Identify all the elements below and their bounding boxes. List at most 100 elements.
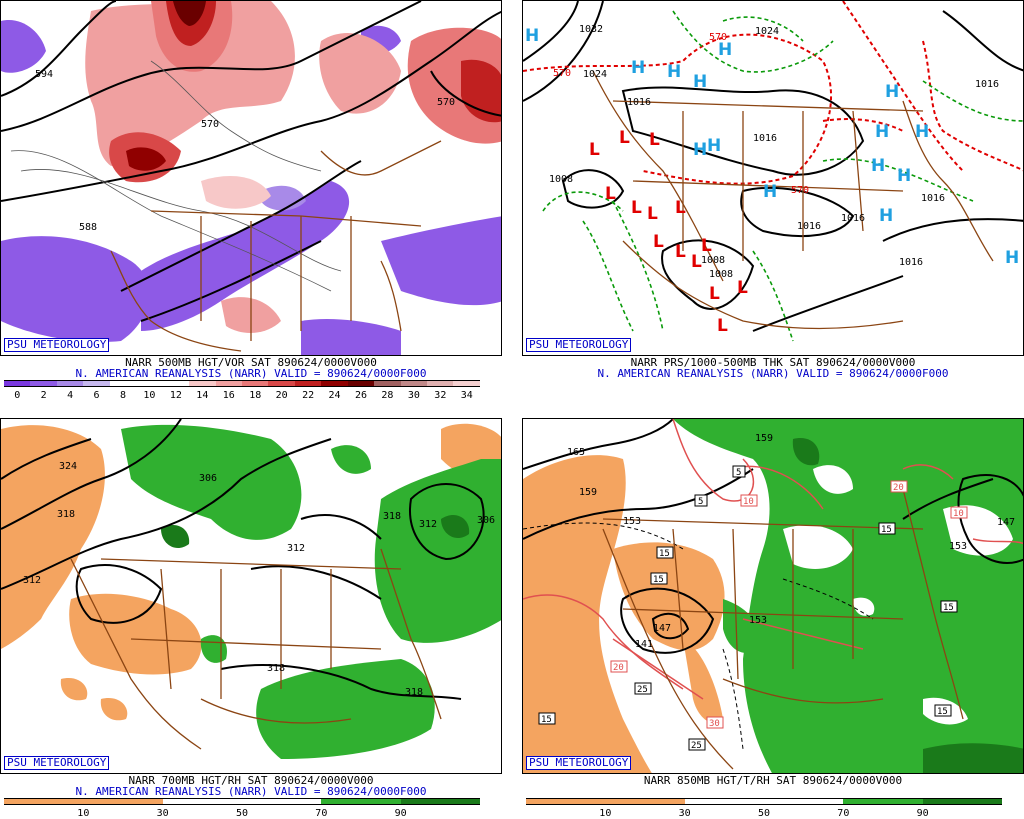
- map-850mb: 165 159 153 141 147 153 159 153 147 5 5 …: [522, 418, 1024, 774]
- colorbar-segment: [56, 380, 84, 387]
- panel-pressure-thickness: H H H H H H H H H H H H H H H L L L L L: [522, 0, 1024, 400]
- caption-product: NARR PRS/1000-500MB THK SAT 890624/0000V…: [630, 356, 916, 369]
- low-pressure-icon: L: [691, 252, 702, 272]
- temp-box-label: 15: [538, 712, 556, 725]
- colorbar-tick-label: 20: [275, 390, 288, 401]
- high-pressure-icon: H: [667, 62, 681, 82]
- contour-label: 594: [35, 69, 53, 80]
- high-pressure-icon: H: [718, 40, 732, 60]
- colorbar-segment: [109, 380, 137, 387]
- svg-text:20: 20: [613, 663, 624, 673]
- caption-valid-time: N. AMERICAN REANALYSIS (NARR) VALID = 89…: [75, 367, 427, 380]
- colorbar-tick-label: 2: [40, 390, 47, 401]
- low-pressure-icon: L: [675, 242, 686, 262]
- colorbar-segment: [347, 380, 375, 387]
- svg-text:25: 25: [637, 685, 648, 695]
- colorbar-tick-label: 22: [302, 390, 315, 401]
- colorbar-segment: [321, 380, 348, 387]
- colorbar-tick-label: 30: [678, 808, 691, 819]
- colorbar-segment: [294, 380, 322, 387]
- colorbar-tick-label: 0: [14, 390, 21, 401]
- colorbar-segment: [400, 380, 427, 387]
- contour-label: 318: [267, 663, 285, 674]
- colorbar-segment: [189, 380, 216, 387]
- isobar-label: 1024: [583, 69, 607, 80]
- svg-text:5: 5: [736, 468, 741, 478]
- svg-text:30: 30: [709, 719, 720, 729]
- colorbar-tick-label: 14: [196, 390, 209, 401]
- caption-product: NARR 500MB HGT/VOR SAT 890624/0000V000: [125, 356, 377, 369]
- colorbar-tick-label: 16: [222, 390, 235, 401]
- panel-700mb-rh: 324 318 312 306 318 312 306 312 318 318 …: [0, 418, 502, 819]
- colorbar-tick-label: 90: [916, 808, 929, 819]
- low-pressure-icon: L: [717, 316, 728, 336]
- contour-label: 147: [997, 517, 1015, 528]
- isobar-label: 1008: [701, 255, 725, 266]
- psu-meteorology-badge: PSU METEOROLOGY: [526, 338, 632, 352]
- panel-500mb-vorticity: 594 570 570 588 PSU METEOROLOGY NARR 500…: [0, 0, 502, 401]
- thickness-label: 570: [791, 185, 809, 196]
- psu-meteorology-badge: PSU METEOROLOGY: [4, 338, 110, 352]
- colorbar-segment: [241, 380, 269, 387]
- svg-text:10: 10: [743, 497, 754, 507]
- caption-product: NARR 850MB HGT/T/RH SAT 890624/0000V000: [643, 774, 903, 787]
- temp-box-label: 20: [890, 480, 908, 493]
- colorbar-tick-label: 12: [169, 390, 182, 401]
- contour-label: 153: [623, 516, 641, 527]
- high-pressure-icon: H: [875, 122, 889, 142]
- contour-label: 318: [383, 511, 401, 522]
- svg-text:15: 15: [943, 603, 954, 613]
- isobar-label: 1016: [841, 213, 865, 224]
- svg-text:5: 5: [698, 497, 703, 507]
- thickness-label: 570: [709, 32, 727, 43]
- colorbar-tick-label: 10: [599, 808, 612, 819]
- colorbar-segment: [162, 380, 190, 387]
- temp-box-label: 10: [740, 494, 758, 507]
- colorbar-tick-label: 34: [460, 390, 473, 401]
- temp-box-label: 25: [688, 738, 706, 751]
- svg-text:15: 15: [653, 575, 664, 585]
- colorbar-tick-label: 70: [315, 808, 328, 819]
- colorbar-segment: [4, 380, 31, 387]
- psu-meteorology-badge: PSU METEOROLOGY: [526, 756, 632, 770]
- temp-box-label: 10: [950, 506, 968, 519]
- low-pressure-icon: L: [619, 128, 630, 148]
- colorbar-tick-label: 10: [77, 808, 90, 819]
- contour-label: 312: [419, 519, 437, 530]
- high-pressure-icon: H: [885, 82, 899, 102]
- high-pressure-icon: H: [693, 72, 707, 92]
- svg-text:15: 15: [937, 707, 948, 717]
- high-pressure-icon: H: [897, 166, 911, 186]
- colorbar-tick-label: 30: [156, 808, 169, 819]
- contour-label: 570: [437, 97, 455, 108]
- high-pressure-icon: H: [871, 156, 885, 176]
- temp-box-label: 30: [706, 716, 724, 729]
- contour-label: 324: [59, 461, 77, 472]
- colorbar-segment: [526, 798, 606, 805]
- isobar-label: 1008: [709, 269, 733, 280]
- low-pressure-icon: L: [701, 236, 712, 256]
- isobar-label: 1016: [627, 97, 651, 108]
- svg-text:15: 15: [541, 715, 552, 725]
- psu-meteorology-badge: PSU METEOROLOGY: [4, 756, 110, 770]
- caption-product: NARR 700MB HGT/RH SAT 890624/0000V000: [128, 774, 374, 787]
- temp-box-label: 15: [656, 546, 674, 559]
- isobar-label: 1016: [797, 221, 821, 232]
- low-pressure-icon: L: [675, 198, 686, 218]
- low-pressure-icon: L: [631, 198, 642, 218]
- colorbar-tick-label: 28: [381, 390, 394, 401]
- colorbar-tick-label: 50: [235, 808, 249, 819]
- contour-label: 159: [579, 487, 597, 498]
- temp-box-label: 20: [610, 660, 628, 673]
- colorbar-tick-label: 6: [93, 390, 100, 401]
- low-pressure-icon: L: [653, 232, 664, 252]
- colorbar-segment: [374, 380, 401, 387]
- colorbar-segment: [453, 380, 480, 387]
- map-700mb: 324 318 312 306 318 312 306 312 318 318: [0, 418, 502, 774]
- colorbar-segment: [268, 380, 295, 387]
- isobar-label: 1016: [975, 79, 999, 90]
- high-pressure-icon: H: [1005, 248, 1019, 268]
- low-pressure-icon: L: [737, 278, 748, 298]
- vorticity-colorbar-ticks: 0 2 4 6 8 10 12 14 16 18 20 22 24 26 28 30 32 34: [4, 391, 480, 401]
- low-pressure-icon: L: [709, 284, 720, 304]
